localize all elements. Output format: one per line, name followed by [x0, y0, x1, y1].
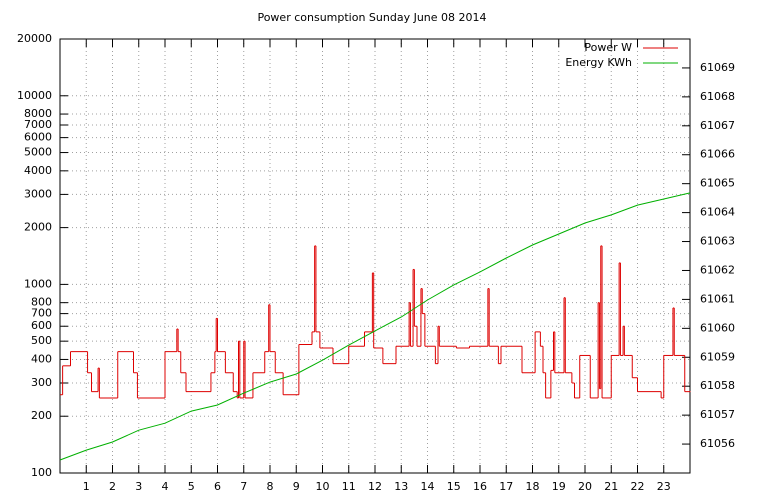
x-tick-label: 18: [526, 480, 540, 493]
y-tick-label: 2000: [24, 221, 52, 234]
y-tick-label: 1000: [24, 277, 52, 290]
x-tick-label: 16: [473, 480, 487, 493]
y2-tick-label: 61061: [700, 292, 735, 305]
x-tick-label: 3: [135, 480, 142, 493]
y-tick-label: 6000: [24, 131, 52, 144]
y2-tick-label: 61059: [700, 350, 735, 363]
y2-tick-label: 61060: [700, 321, 735, 334]
x-tick-label: 17: [499, 480, 513, 493]
x-tick-label: 19: [552, 480, 566, 493]
y-tick-label: 20000: [17, 32, 52, 45]
y-tick-label: 7000: [24, 118, 52, 131]
y-tick-label: 800: [31, 296, 52, 309]
energy-line: [59, 192, 691, 461]
y2-tick-label: 61058: [700, 379, 735, 392]
y-tick-label: 10000: [17, 89, 52, 102]
y2-tick-label: 61064: [700, 206, 735, 219]
y-tick-label: 200: [31, 409, 52, 422]
y2-tick-label: 61056: [700, 437, 735, 450]
y2-tick-label: 61065: [700, 177, 735, 190]
x-tick-label: 6: [214, 480, 221, 493]
x-tick-label: 4: [162, 480, 169, 493]
y2-tick-label: 61062: [700, 263, 735, 276]
y-tick-label: 3000: [24, 187, 52, 200]
y-tick-label: 400: [31, 352, 52, 365]
x-tick-label: 12: [368, 480, 382, 493]
y-tick-label: 500: [31, 334, 52, 347]
x-tick-label: 14: [421, 480, 435, 493]
x-tick-label: 15: [447, 480, 461, 493]
legend-label: Power W: [584, 41, 632, 54]
x-tick-label: 1: [83, 480, 90, 493]
x-tick-label: 9: [293, 480, 300, 493]
y2-tick-label: 61069: [700, 61, 735, 74]
x-tick-label: 13: [394, 480, 408, 493]
chart-title: Power consumption Sunday June 08 2014: [257, 11, 486, 24]
x-tick-label: 21: [604, 480, 618, 493]
x-tick-label: 11: [342, 480, 356, 493]
legend-label: Energy KWh: [565, 56, 632, 69]
y2-tick-label: 61057: [700, 408, 735, 421]
x-tick-label: 8: [267, 480, 274, 493]
y2-tick-label: 61063: [700, 235, 735, 248]
x-tick-label: 7: [240, 480, 247, 493]
x-tick-label: 20: [578, 480, 592, 493]
x-tick-label: 23: [657, 480, 671, 493]
x-tick-label: 2: [109, 480, 116, 493]
y2-tick-label: 61068: [700, 90, 735, 103]
y-tick-label: 300: [31, 376, 52, 389]
y2-tick-label: 61066: [700, 148, 735, 161]
y-tick-label: 8000: [24, 107, 52, 120]
y-tick-label: 4000: [24, 164, 52, 177]
x-tick-label: 5: [188, 480, 195, 493]
y-tick-label: 600: [31, 319, 52, 332]
x-tick-label: 10: [316, 480, 330, 493]
y-tick-label: 100: [31, 466, 52, 479]
y-tick-label: 700: [31, 307, 52, 320]
y2-tick-label: 61067: [700, 119, 735, 132]
y-tick-label: 5000: [24, 146, 52, 159]
x-tick-label: 22: [631, 480, 645, 493]
